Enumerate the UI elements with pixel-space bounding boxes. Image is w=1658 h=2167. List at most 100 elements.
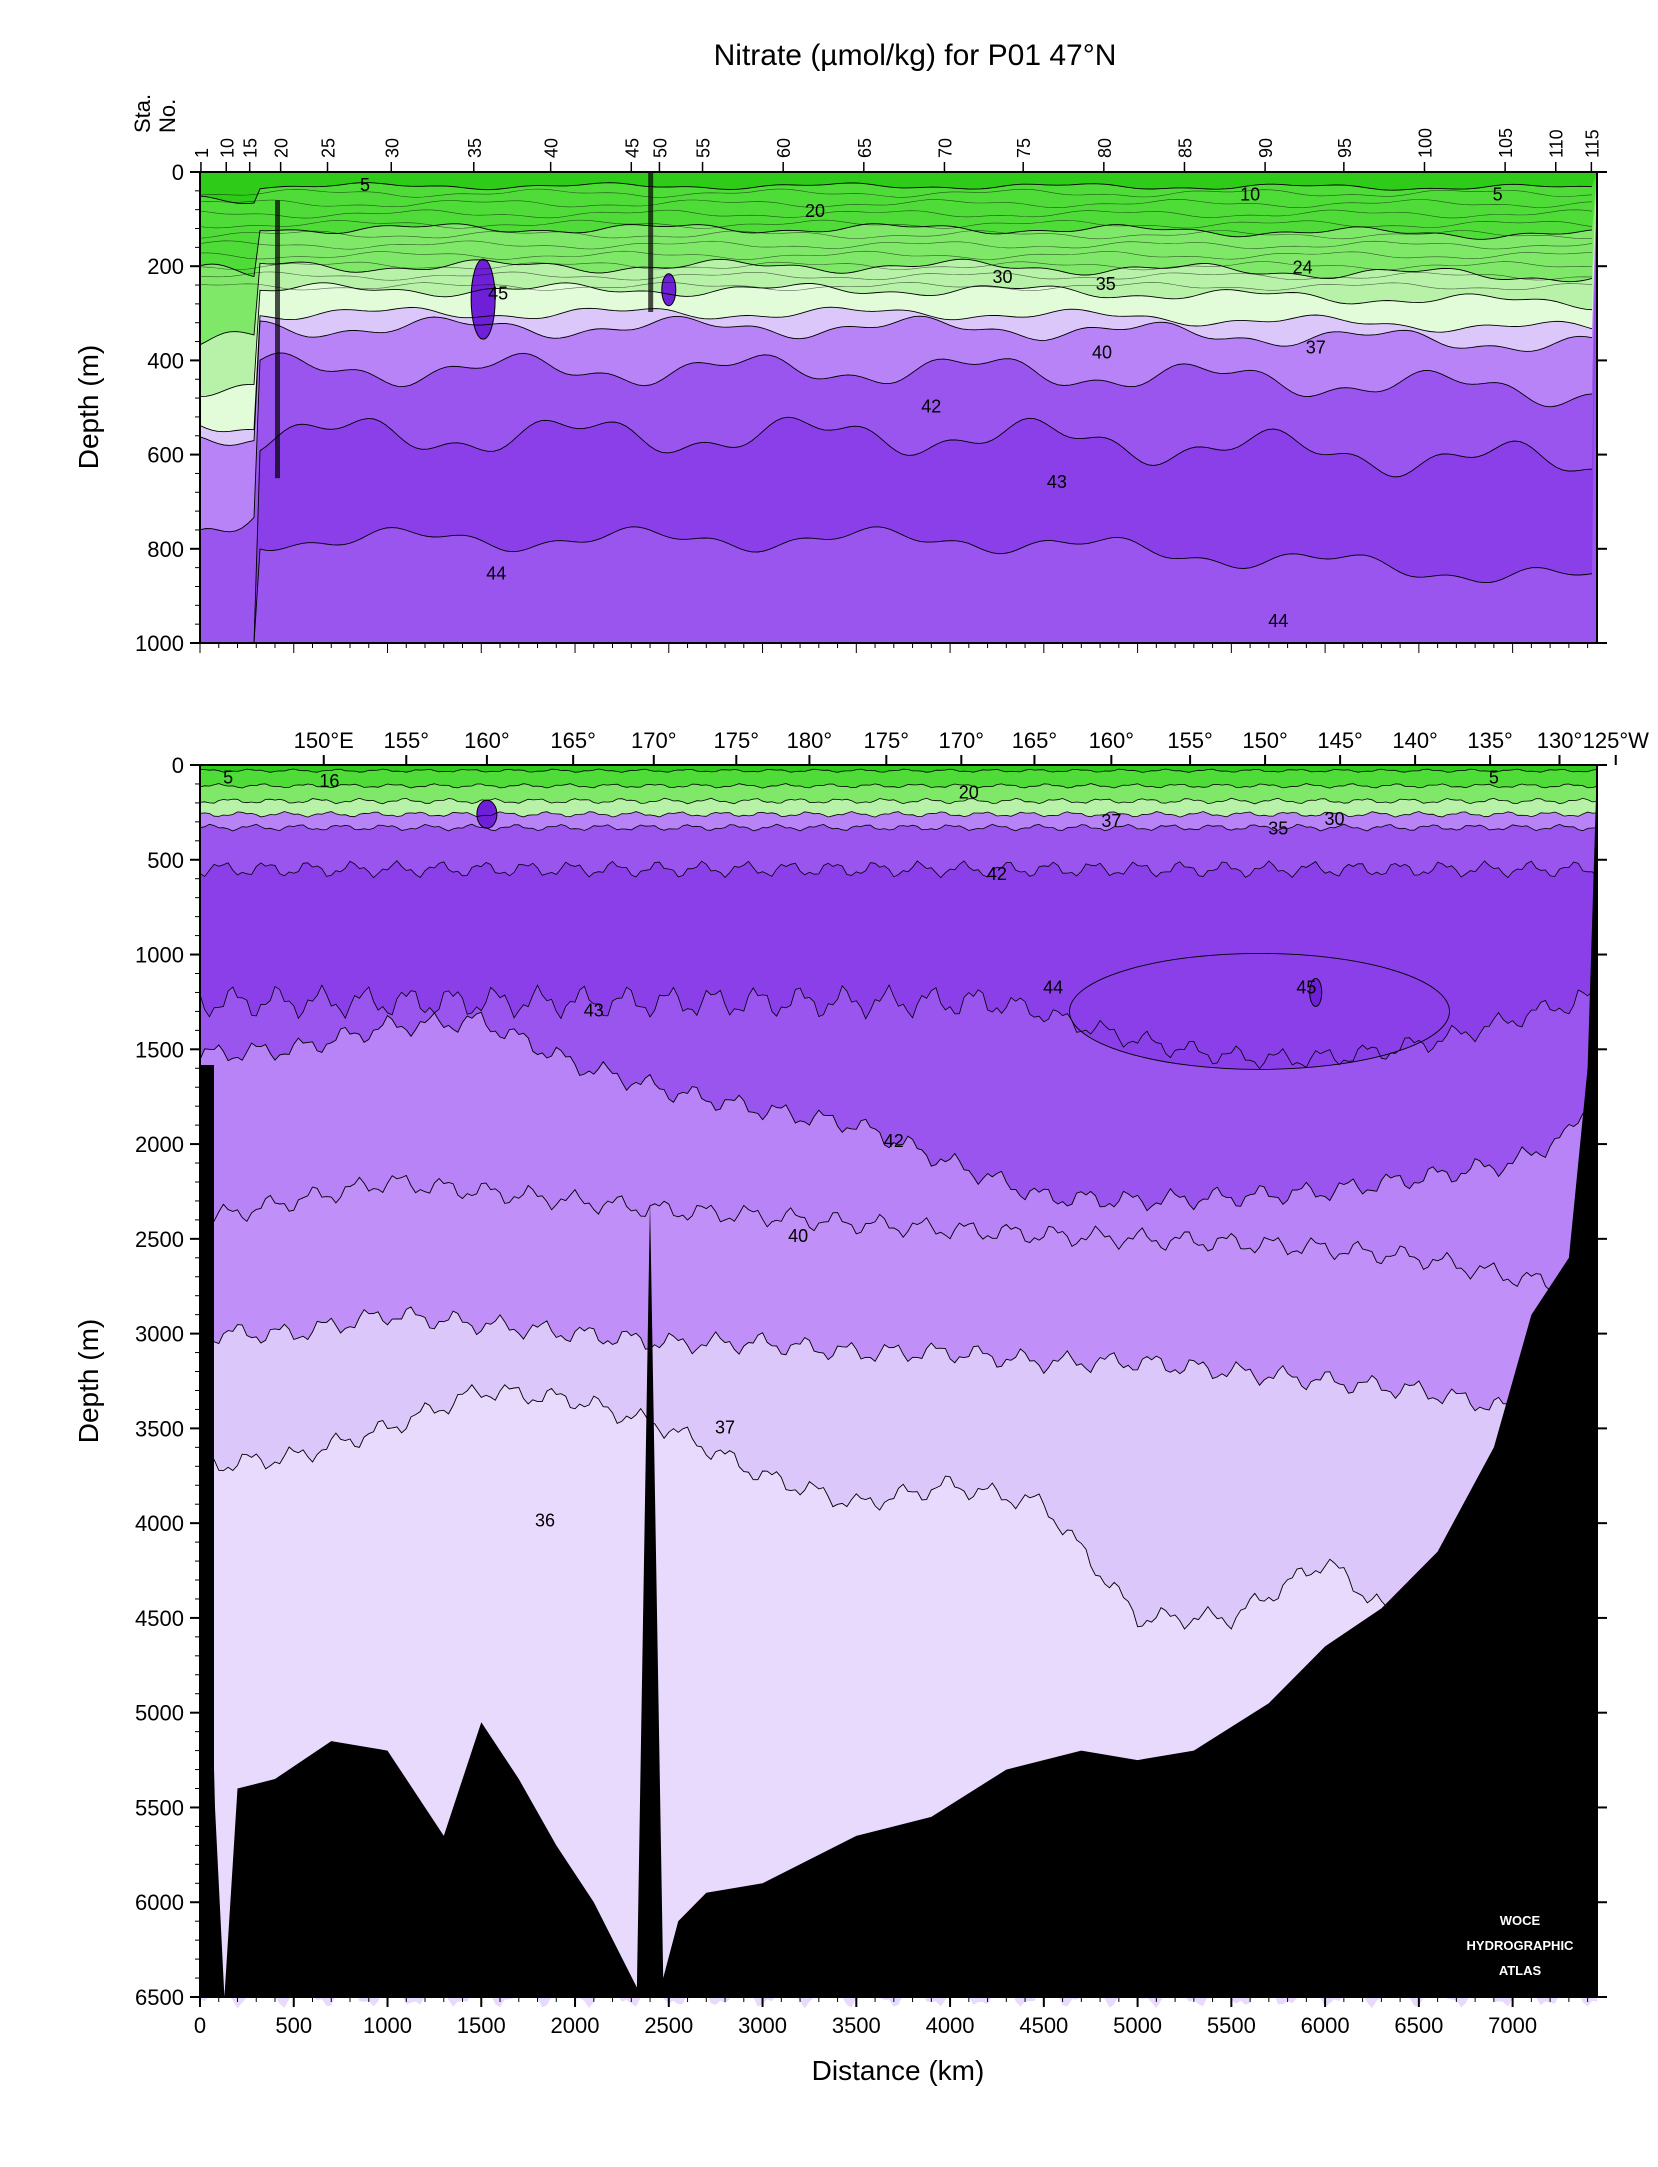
lower-45-pocket [1309,977,1323,1007]
lower-contour-n37 [199,1384,1598,1725]
lower-contour-label-6: 5 [1489,767,1499,787]
upper-contour-label-2: 5 [1493,185,1503,205]
lower-contour-n42u [199,860,1598,879]
station-label-0: 1 [192,148,212,158]
station-label-8: 45 [622,138,642,158]
upper-station-dark-line-2 [275,200,281,479]
upper-nutricline-contour-0 [199,188,1593,198]
upper-contour-label-3: 20 [805,201,825,221]
longitude-tick-label-13: 145° [1317,728,1363,753]
upper-contour-label-4: 24 [1293,258,1313,278]
station-label-7: 40 [542,138,562,158]
upper-contour-8 [199,182,1593,205]
upper-contour-label-9: 37 [1306,338,1326,358]
lower-y-tick-label-4: 2000 [135,1132,184,1157]
station-label-15: 80 [1095,138,1115,158]
lower-y-tick-label-11: 5500 [135,1795,184,1820]
lower-contour-labels: 5 16 20 37 30 35 5 42 44 45 43 42 40 37 36 [223,767,1499,1530]
longitude-tick-label-9: 165° [1012,728,1058,753]
x-axis-label: Distance (km) [812,2055,985,2086]
longitude-tick-label-0: 150°E [294,728,354,753]
station-label-18: 95 [1335,138,1355,158]
upper-y-tick-label-3: 600 [147,443,184,468]
lower-panel: 5 16 20 37 30 35 5 42 44 45 43 42 40 37 36 0 500 1000 150… [73,728,1649,2086]
lower-contour-lines [199,768,1598,1725]
upper-station-dark-line [648,172,654,312]
upper-contour-label-11: 43 [1047,472,1067,492]
station-label-14: 75 [1014,138,1034,158]
longitude-tick-label-12: 150° [1242,728,1288,753]
station-label-10: 55 [694,138,714,158]
chart-title: Nitrate (µmol/kg) for P01 47°N [714,39,1117,72]
upper-contour-label-0: 5 [360,175,370,195]
lower-plot-frame [199,764,1598,1998]
upper-y-tick-label-5: 1000 [135,631,184,656]
upper-band-8 [200,172,1597,204]
lower-x-tick-label-10: 5000 [1113,2013,1162,2038]
lower-contour-n0u [199,768,1598,773]
lower-x-tick-label-13: 6500 [1394,2013,1443,2038]
longitude-tick-label-8: 170° [939,728,985,753]
upper-contour-3 [199,315,1593,446]
lower-contour-label-8: 44 [1043,978,1063,998]
station-label-19: 100 [1415,128,1435,158]
upper-contour-label-8: 40 [1092,342,1112,362]
lower-x-tick-label-8: 4000 [926,2013,975,2038]
lower-contour-n20u [199,797,1598,805]
station-label-21: 110 [1547,129,1567,158]
station-label-6: 35 [465,138,485,158]
lower-contour-n5u [199,783,1598,789]
station-label-11: 60 [774,138,794,158]
upper-contour-label-6: 35 [1096,274,1116,294]
lower-y-axis-label: Depth (m) [73,1319,104,1443]
station-label-3: 20 [272,138,292,158]
logo-line1: WOCE [1500,1913,1541,1928]
upper-nutricline-contour-9 [199,281,1593,291]
lower-contour-n30u [199,811,1598,818]
station-label-16: 85 [1175,138,1195,158]
lower-contour-n40 [199,1306,1598,1438]
longitude-tick-label-16: 130° [1537,728,1583,753]
lower-y-tick-label-13: 6500 [135,1985,184,2010]
longitude-tick-label-14: 140° [1392,728,1438,753]
upper-nutricline-contour-6 [200,250,1593,260]
lower-contour-n42 [199,1174,1598,1295]
upper-contour-5 [199,282,1593,397]
upper-nutricline-contour-1 [199,198,1593,209]
upper-nutricline-contour-7 [199,261,1593,271]
lower-y-tick-label-7: 3500 [135,1416,184,1441]
lower-contour-n44 [199,1011,1598,1212]
station-label-13: 70 [935,138,955,158]
lower-x-tick-label-2: 1000 [363,2013,412,2038]
upper-contour-label-7: 45 [488,283,508,303]
upper-nutricline-contour-3 [199,219,1593,229]
station-label-4: 25 [319,138,339,158]
upper-y-axis-label: Depth (m) [73,345,104,469]
lower-y-tick-label-1: 500 [147,848,184,873]
upper-nutricline-contour-2 [199,209,1593,219]
lower-x-tick-label-7: 3500 [832,2013,881,2038]
station-label-9: 50 [650,138,670,158]
upper-contour-label-1: 10 [1240,185,1260,205]
lower-contour-n43 [199,984,1598,1070]
woce-logo: WOCE HYDROGRAPHIC ATLAS [1467,1913,1575,1978]
longitude-tick-label-1: 155° [384,728,430,753]
lower-x-tick-label-0: 0 [194,2013,206,2038]
longitude-tick-label-17: 125°W [1583,728,1650,753]
lower-contour-n37u [199,823,1598,832]
upper-contour-label-12: 44 [486,564,506,584]
longitude-tick-label-15: 135° [1467,728,1513,753]
lower-band-n5u [200,765,1597,789]
station-label-17: 90 [1256,138,1276,158]
upper-contour-6 [199,258,1593,346]
station-label-line2: No. [155,99,180,133]
lower-band-n0u [200,765,1597,773]
upper-contour-1 [200,416,1593,644]
upper-max-pocket-2 [661,273,677,307]
longitude-tick-label-2: 160° [464,728,510,753]
logo-line3: ATLAS [1499,1963,1542,1978]
longitude-tick-label-7: 175° [864,728,910,753]
longitude-tick-label-3: 165° [550,728,596,753]
lower-contour-label-4: 30 [1324,809,1344,829]
